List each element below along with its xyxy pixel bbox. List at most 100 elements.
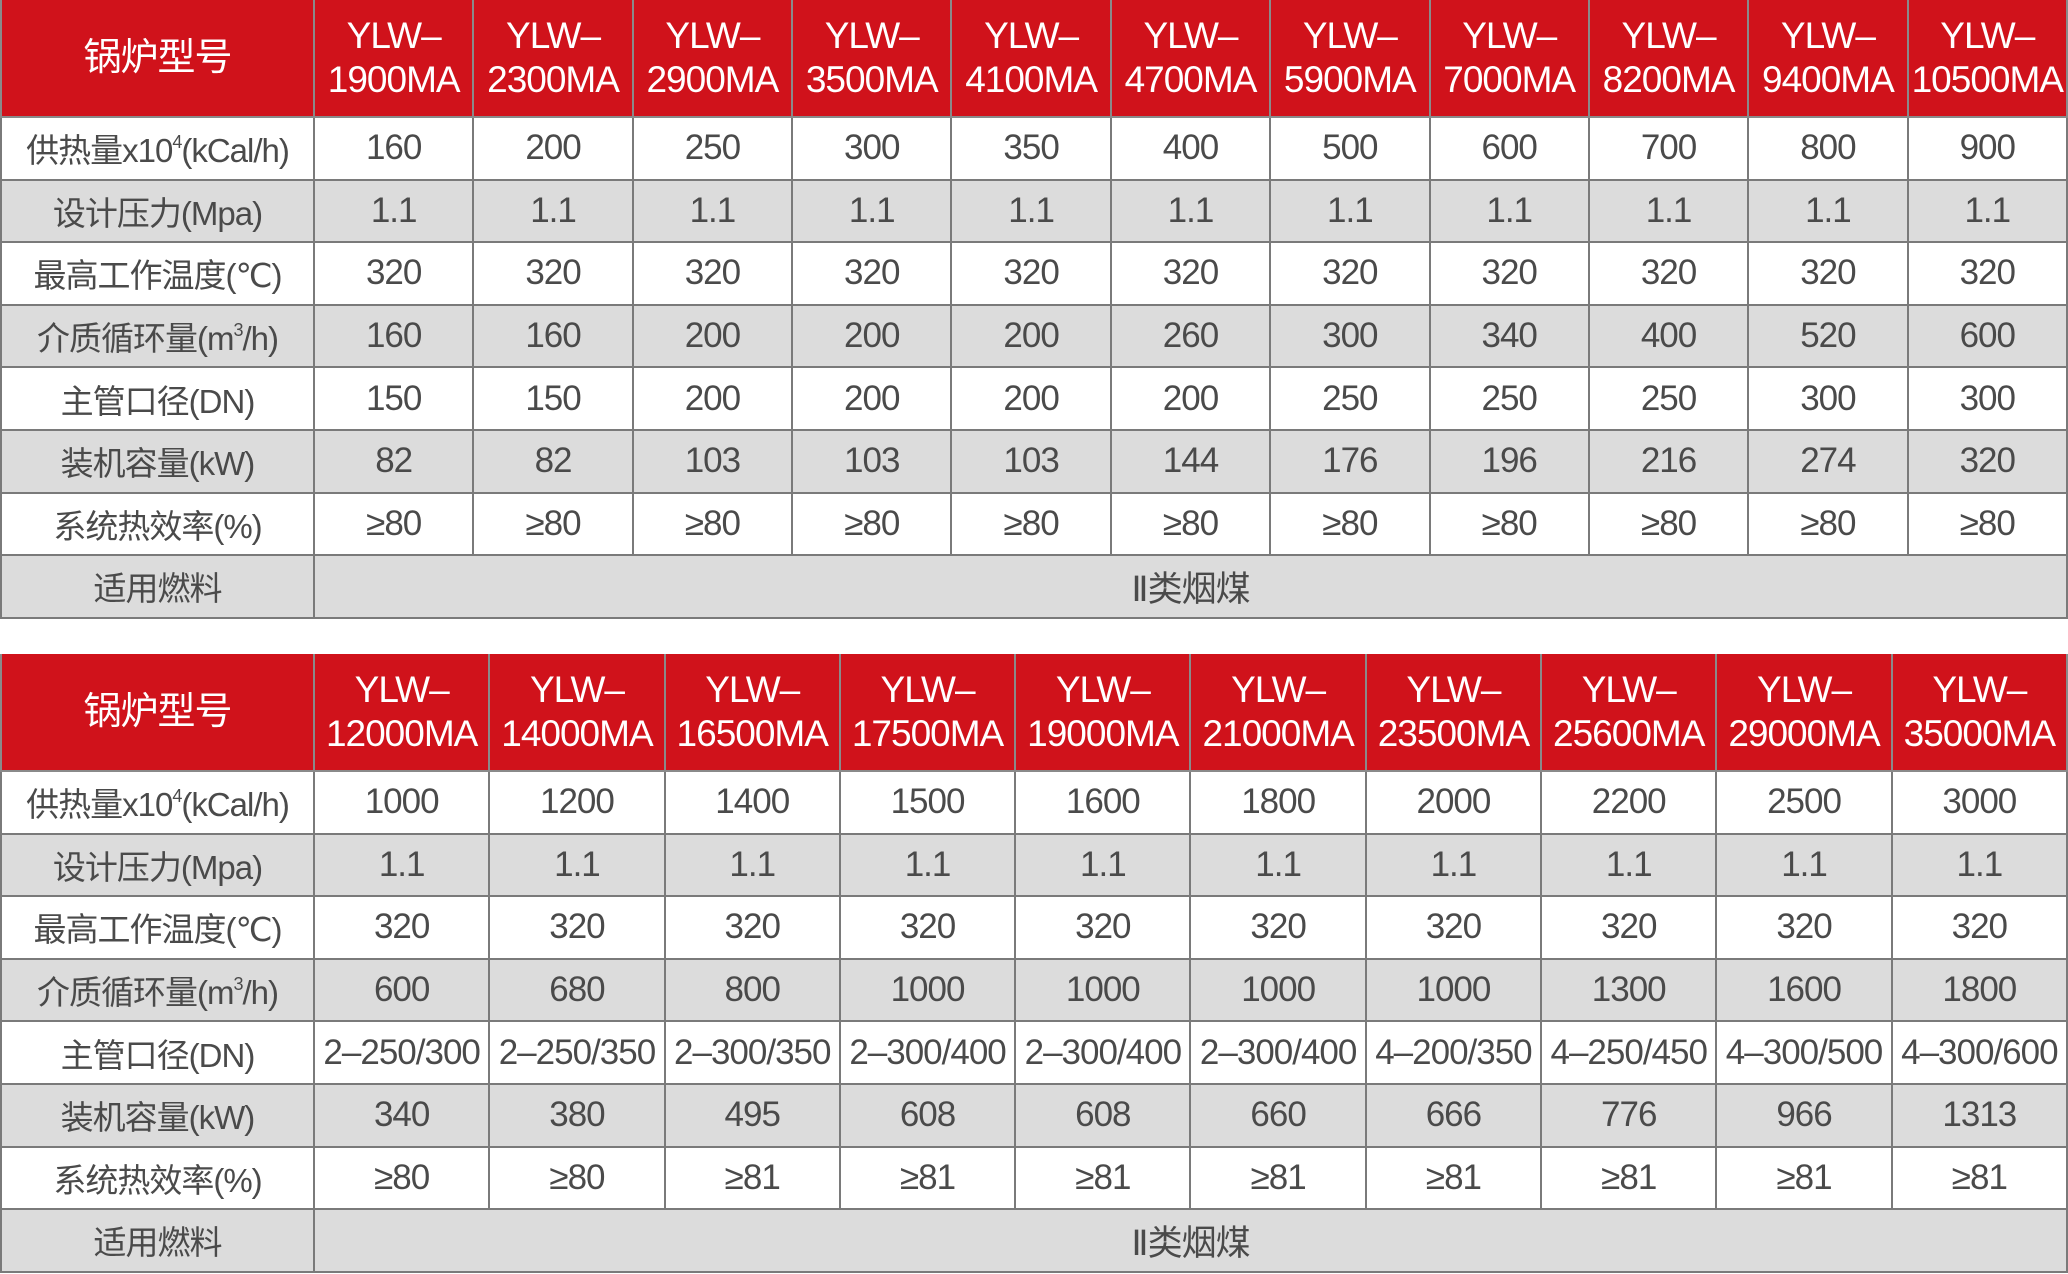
cell-power: 380 [488, 1082, 666, 1148]
label-text: 最高工作温度(℃) [33, 911, 282, 949]
model-name: 9400MA [1762, 59, 1895, 100]
row-label-eff: 系统热效率(%) [0, 1145, 315, 1211]
cell-flow: 1000 [1364, 957, 1543, 1023]
model-prefix: YLW– [506, 15, 601, 56]
cell-pressure: 1.1 [663, 832, 841, 898]
model-header: YLW– 25600MA [1540, 654, 1718, 772]
model-name: 17500MA [851, 713, 1004, 754]
model-prefix: YLW– [1581, 669, 1677, 710]
cell-temp: 320 [1587, 241, 1750, 306]
model-name: 23500MA [1377, 713, 1530, 754]
model-prefix: YLW– [1940, 15, 2035, 56]
cell-eff: ≥80 [950, 491, 1112, 557]
label-text: 最高工作温度(℃) [33, 257, 282, 295]
cell-pipe: 200 [1109, 366, 1272, 431]
cell-eff: ≥80 [1587, 491, 1750, 557]
cell-flow: 520 [1747, 303, 1909, 369]
cell-power: 103 [950, 428, 1112, 494]
cell-temp: 320 [312, 895, 491, 960]
model-prefix: YLW– [1757, 669, 1852, 710]
cell-pipe: 4–200/350 [1364, 1020, 1543, 1085]
model-name: 21000MA [1202, 713, 1354, 754]
cell-pressure: 1.1 [1428, 178, 1590, 244]
cell-eff: ≥80 [1428, 491, 1590, 557]
model-prefix: YLW– [1621, 15, 1717, 56]
cell-pressure: 1.1 [472, 178, 634, 244]
model-prefix: YLW– [1055, 669, 1151, 710]
cell-power: 495 [663, 1082, 841, 1148]
model-prefix: YLW– [1406, 669, 1501, 710]
cell-eff: ≥81 [1014, 1145, 1192, 1211]
cell-power: 340 [312, 1082, 491, 1148]
row-heat: 供热量x104(kCal/h) 1000 1200 1400 1500 1600 1800 2… [0, 770, 2068, 835]
cell-heat: 3000 [1890, 770, 2068, 835]
cell-flow: 400 [1587, 303, 1750, 369]
cell-heat: 1200 [488, 770, 666, 835]
cell-power: 1313 [1890, 1082, 2068, 1148]
cell-pressure: 1.1 [1014, 832, 1192, 898]
cell-temp: 320 [1014, 895, 1192, 960]
model-prefix: YLW– [880, 669, 976, 710]
cell-flow: 1000 [1014, 957, 1192, 1023]
label-sup: 3 [233, 320, 243, 341]
label-text: 设计压力(Mpa) [52, 194, 263, 232]
cell-fuel: Ⅱ类烟煤 [313, 554, 2068, 619]
model-name: 19000MA [1027, 713, 1179, 754]
cell-eff: ≥81 [1364, 1145, 1543, 1211]
row-fuel: 适用燃料 Ⅱ类烟煤 [0, 1208, 2068, 1273]
cell-flow: 160 [472, 303, 634, 369]
model-header: YLW– 2300MA [472, 0, 634, 118]
cell-heat: 700 [1587, 116, 1750, 181]
model-name: 3500MA [805, 59, 939, 100]
model-header: YLW– 3500MA [791, 0, 953, 118]
label-text: /h) [242, 320, 279, 358]
label-text: 装机容量(kW) [60, 445, 256, 483]
cell-flow: 300 [1269, 303, 1431, 369]
cell-eff: ≥81 [838, 1145, 1017, 1211]
cell-temp: 320 [1109, 241, 1272, 306]
cell-eff: ≥80 [472, 491, 634, 557]
cell-power: 608 [838, 1082, 1017, 1148]
row-label-heat: 供热量x104(kCal/h) [0, 116, 315, 181]
cell-pipe: 2–300/400 [838, 1020, 1017, 1085]
row-label-pressure: 设计压力(Mpa) [0, 178, 315, 244]
cell-flow: 200 [631, 303, 794, 369]
cell-pressure: 1.1 [312, 832, 491, 898]
row-label-flow: 介质循环量(m3/h) [0, 303, 315, 369]
cell-power: 196 [1428, 428, 1590, 494]
model-prefix: YLW– [665, 15, 760, 56]
row-fuel: 适用燃料 Ⅱ类烟煤 [0, 554, 2068, 619]
cell-pressure: 1.1 [1587, 178, 1750, 244]
cell-eff: ≥81 [1540, 1145, 1718, 1211]
cell-pressure: 1.1 [1269, 178, 1431, 244]
cell-pressure: 1.1 [791, 178, 953, 244]
cell-pressure: 1.1 [1189, 832, 1367, 898]
model-prefix: YLW– [1143, 15, 1238, 56]
model-prefix: YLW– [1462, 15, 1557, 56]
model-prefix: YLW– [1302, 15, 1398, 56]
cell-flow: 200 [791, 303, 953, 369]
label-text: 介质循环量(m [36, 974, 234, 1012]
cell-pressure: 1.1 [1364, 832, 1543, 898]
cell-pipe: 250 [1269, 366, 1431, 431]
model-header: YLW– 8200MA [1587, 0, 1750, 118]
cell-pressure: 1.1 [1540, 832, 1718, 898]
cell-heat: 1500 [838, 770, 1017, 835]
cell-eff: ≥80 [791, 491, 953, 557]
row-label-power: 装机容量(kW) [0, 1082, 315, 1148]
model-name: 35000MA [1903, 713, 2056, 754]
cell-temp: 320 [1890, 895, 2068, 960]
model-name: 8200MA [1602, 59, 1736, 100]
cell-pipe: 2–250/350 [488, 1020, 666, 1085]
cell-pipe: 4–300/500 [1715, 1020, 1893, 1085]
model-header: YLW– 1900MA [312, 0, 475, 118]
cell-eff: ≥81 [663, 1145, 841, 1211]
model-prefix: YLW– [1932, 669, 2027, 710]
row-label-heat: 供热量x104(kCal/h) [0, 770, 315, 835]
cell-eff: ≥80 [1747, 491, 1909, 557]
row-label-fuel: 适用燃料 [0, 554, 315, 619]
model-prefix: YLW– [984, 15, 1079, 56]
cell-pressure: 1.1 [1890, 832, 2068, 898]
label-text: 主管口径(DN) [60, 1036, 256, 1074]
cell-eff: ≥81 [1890, 1145, 2068, 1211]
